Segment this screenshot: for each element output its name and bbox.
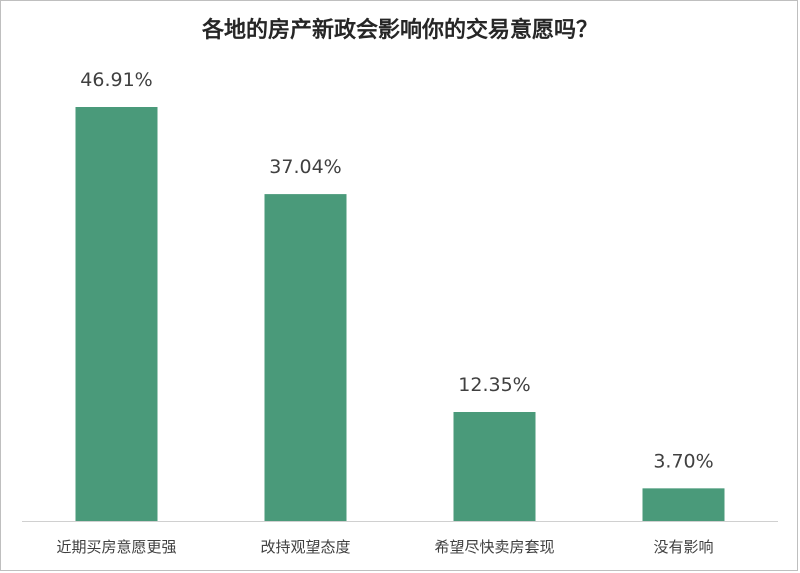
bar-3 <box>453 412 536 521</box>
chart-title: 各地的房产新政会影响你的交易意愿吗？ <box>201 18 598 43</box>
data-label-4: 3.70% <box>653 450 713 472</box>
category-label-2: 改持观望态度 <box>260 538 350 556</box>
data-label-3: 12.35% <box>458 374 530 396</box>
category-label-4: 没有影响 <box>653 538 713 556</box>
bar-2 <box>264 194 347 521</box>
category-label-3: 希望尽快卖房套现 <box>434 538 554 556</box>
category-label-1: 近期买房意愿更强 <box>56 538 176 556</box>
data-label-1: 46.91% <box>80 69 152 91</box>
bar-1 <box>75 107 158 521</box>
data-label-2: 37.04% <box>269 156 341 178</box>
bar-4 <box>642 488 725 521</box>
